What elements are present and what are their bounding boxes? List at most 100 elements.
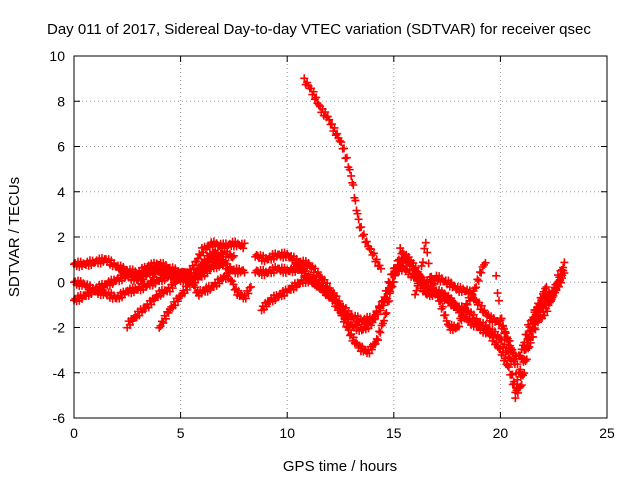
data-point (161, 314, 170, 323)
data-point (418, 258, 427, 267)
data-point (236, 290, 245, 299)
data-point (168, 284, 177, 293)
data-point (552, 280, 561, 289)
data-point (353, 209, 362, 218)
y-tick-label: -6 (53, 410, 66, 426)
data-point (391, 271, 400, 280)
data-point (501, 354, 510, 363)
data-point (344, 306, 353, 315)
data-point (525, 323, 534, 332)
data-point (470, 284, 479, 293)
data-point (555, 273, 564, 282)
data-point (420, 278, 429, 287)
x-tick-label: 15 (386, 425, 402, 441)
y-tick-label: 0 (57, 274, 65, 290)
data-point (477, 301, 486, 310)
data-point (345, 165, 354, 174)
data-point (432, 288, 441, 297)
data-point (230, 285, 239, 294)
data-point (167, 302, 176, 311)
data-point (412, 286, 421, 295)
chart-title: Day 011 of 2017, Sidereal Day-to-day VTE… (47, 21, 591, 38)
data-point (333, 129, 342, 138)
data-point (459, 308, 468, 317)
data-point (380, 293, 389, 302)
data-point (367, 245, 376, 254)
data-point (524, 335, 533, 344)
data-point (332, 297, 341, 306)
data-point (337, 138, 346, 147)
data-point (377, 264, 386, 273)
series-arc-6 (176, 269, 255, 303)
data-point (349, 333, 358, 342)
y-tick-label: 10 (49, 48, 65, 64)
data-point (384, 297, 393, 306)
grid-layer (74, 56, 607, 418)
data-point (528, 332, 537, 341)
data-point (443, 292, 452, 301)
data-point (219, 257, 228, 266)
data-point (421, 238, 430, 247)
data-point (217, 256, 226, 265)
data-point (349, 181, 358, 189)
data-point (492, 271, 501, 280)
series-arc-11 (411, 238, 490, 335)
data-point (560, 258, 569, 267)
data-point (427, 272, 436, 281)
data-point (501, 327, 510, 336)
data-point (368, 250, 377, 259)
data-point (159, 319, 168, 328)
data-point (330, 123, 339, 132)
data-point (344, 325, 353, 334)
data-point (503, 361, 512, 370)
x-tick-label: 0 (70, 425, 78, 441)
series-arc-10 (300, 74, 386, 273)
data-point (541, 284, 550, 293)
data-point (522, 330, 531, 339)
data-point (534, 307, 543, 316)
data-point (411, 263, 420, 272)
series-arc-4 (123, 237, 249, 332)
data-point (330, 291, 339, 300)
data-point (497, 314, 506, 323)
data-point (324, 287, 333, 296)
data-point (465, 296, 474, 305)
data-point (192, 271, 201, 280)
x-axis-label: GPS time / hours (283, 458, 397, 475)
data-point (239, 244, 248, 253)
series-arc-12 (492, 258, 569, 369)
data-point (504, 363, 513, 372)
y-tick-label: 2 (57, 229, 65, 245)
data-point (388, 278, 397, 287)
data-point (500, 340, 509, 349)
data-point (503, 334, 512, 343)
x-tick-label: 25 (599, 425, 615, 441)
data-point (436, 297, 445, 306)
data-point (513, 360, 522, 369)
data-point (559, 263, 568, 272)
data-point (405, 257, 414, 266)
y-axis-label: SDTVAR / TECUs (6, 177, 23, 297)
data-point (382, 308, 391, 317)
ticks-layer: 0 5 10 15 20 25 -6 -4 -2 0 2 4 6 8 10 (49, 48, 615, 441)
data-point (369, 249, 378, 258)
data-point (416, 272, 425, 281)
data-point (373, 336, 382, 345)
data-point (454, 322, 463, 331)
data-point (508, 348, 517, 357)
data-point (226, 276, 235, 285)
data-point (225, 269, 234, 278)
data-point (205, 265, 214, 274)
data-point (520, 355, 529, 364)
data-point (424, 259, 433, 268)
data-point (262, 302, 271, 311)
data-point (387, 283, 396, 292)
data-point (376, 304, 385, 313)
data-point (472, 283, 481, 292)
data-point (334, 304, 343, 313)
data-point (550, 288, 559, 297)
data-point (506, 341, 515, 350)
data-point (359, 230, 368, 239)
data-point (347, 171, 356, 180)
data-point (441, 310, 450, 319)
